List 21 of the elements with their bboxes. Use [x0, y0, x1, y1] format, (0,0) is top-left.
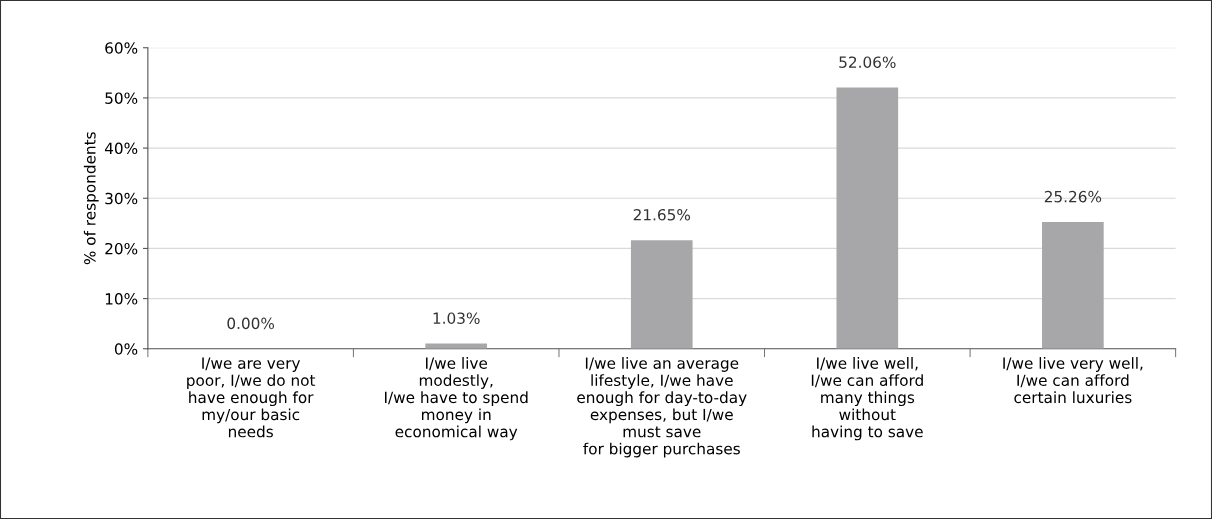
y-tick-label: 50% [105, 92, 138, 104]
y-tick-label: 0% [114, 343, 138, 355]
bar [836, 87, 899, 349]
x-tick-label: I/we live very well, I/we can afford certain luxuries [1003, 357, 1143, 404]
x-tick-label: I/we live an average lifestyle, I/we have enough for day-to-day expenses, but I/we must save for bigger purchases [577, 357, 747, 458]
data-label: 25.26% [1044, 190, 1102, 203]
y-axis-title: % of respondents [83, 132, 99, 265]
bar [630, 240, 693, 349]
data-label: 0.00% [227, 317, 275, 330]
y-tick-label: 30% [105, 192, 138, 205]
y-tick-label: 60% [105, 42, 138, 54]
data-label: 21.65% [633, 208, 691, 221]
x-tick-label: I/we are very poor, I/we do not have enough for my/our basic needs [187, 357, 316, 438]
x-tick-label: I/we live well, I/we can afford many things without having to save [811, 357, 923, 441]
data-label: 52.06% [839, 56, 896, 68]
bar [1042, 222, 1104, 349]
y-tick-label: 40% [104, 142, 138, 155]
data-label: 1.03% [433, 312, 480, 324]
x-tick-label: I/we live modestly, I/we have to spend money in economical way [385, 357, 528, 441]
y-tick-label: 10% [105, 293, 138, 305]
y-tick-label: 20% [105, 242, 138, 255]
